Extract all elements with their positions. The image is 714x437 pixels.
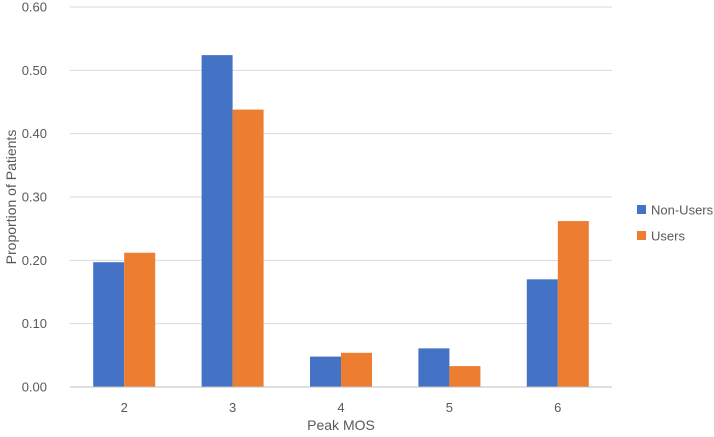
legend-label: Non-Users xyxy=(651,203,714,218)
legend-swatch xyxy=(637,231,646,240)
y-tick-label: 0.50 xyxy=(22,63,47,78)
gridlines xyxy=(70,6,612,325)
x-tick-label: 4 xyxy=(337,400,344,415)
x-axis-title: Peak MOS xyxy=(307,417,375,433)
y-tick-label: 0.30 xyxy=(22,190,47,205)
legend: Non-Users Users xyxy=(637,203,714,244)
legend-label: Users xyxy=(651,229,685,244)
y-tick-labels: 0.00 0.10 0.20 0.30 0.40 0.50 0.60 xyxy=(22,0,47,395)
y-tick-label: 0.40 xyxy=(22,126,47,141)
y-tick-label: 0.00 xyxy=(22,380,47,395)
x-tick-labels: 2 3 4 5 6 xyxy=(121,400,562,415)
bar-users-5 xyxy=(449,366,481,387)
y-tick-label: 0.10 xyxy=(22,316,47,331)
bar-non-users-2 xyxy=(93,262,125,387)
x-tick-label: 5 xyxy=(446,400,453,415)
bar-non-users-5 xyxy=(418,348,450,387)
y-tick-label: 0.60 xyxy=(22,0,47,15)
bar-non-users-6 xyxy=(526,279,558,387)
bar-users-6 xyxy=(557,221,589,387)
x-tick-label: 6 xyxy=(554,400,561,415)
bar-users-3 xyxy=(232,109,264,387)
bar-non-users-3 xyxy=(201,55,233,388)
bars xyxy=(93,55,589,388)
y-tick-label: 0.20 xyxy=(22,253,47,268)
bar-users-2 xyxy=(124,252,156,387)
bar-non-users-4 xyxy=(310,356,341,387)
x-tick-label: 2 xyxy=(121,400,128,415)
legend-swatch xyxy=(637,205,646,214)
bar-users-4 xyxy=(341,352,372,387)
y-axis-title: Proportion of Patients xyxy=(3,130,19,265)
x-tick-label: 3 xyxy=(229,400,236,415)
